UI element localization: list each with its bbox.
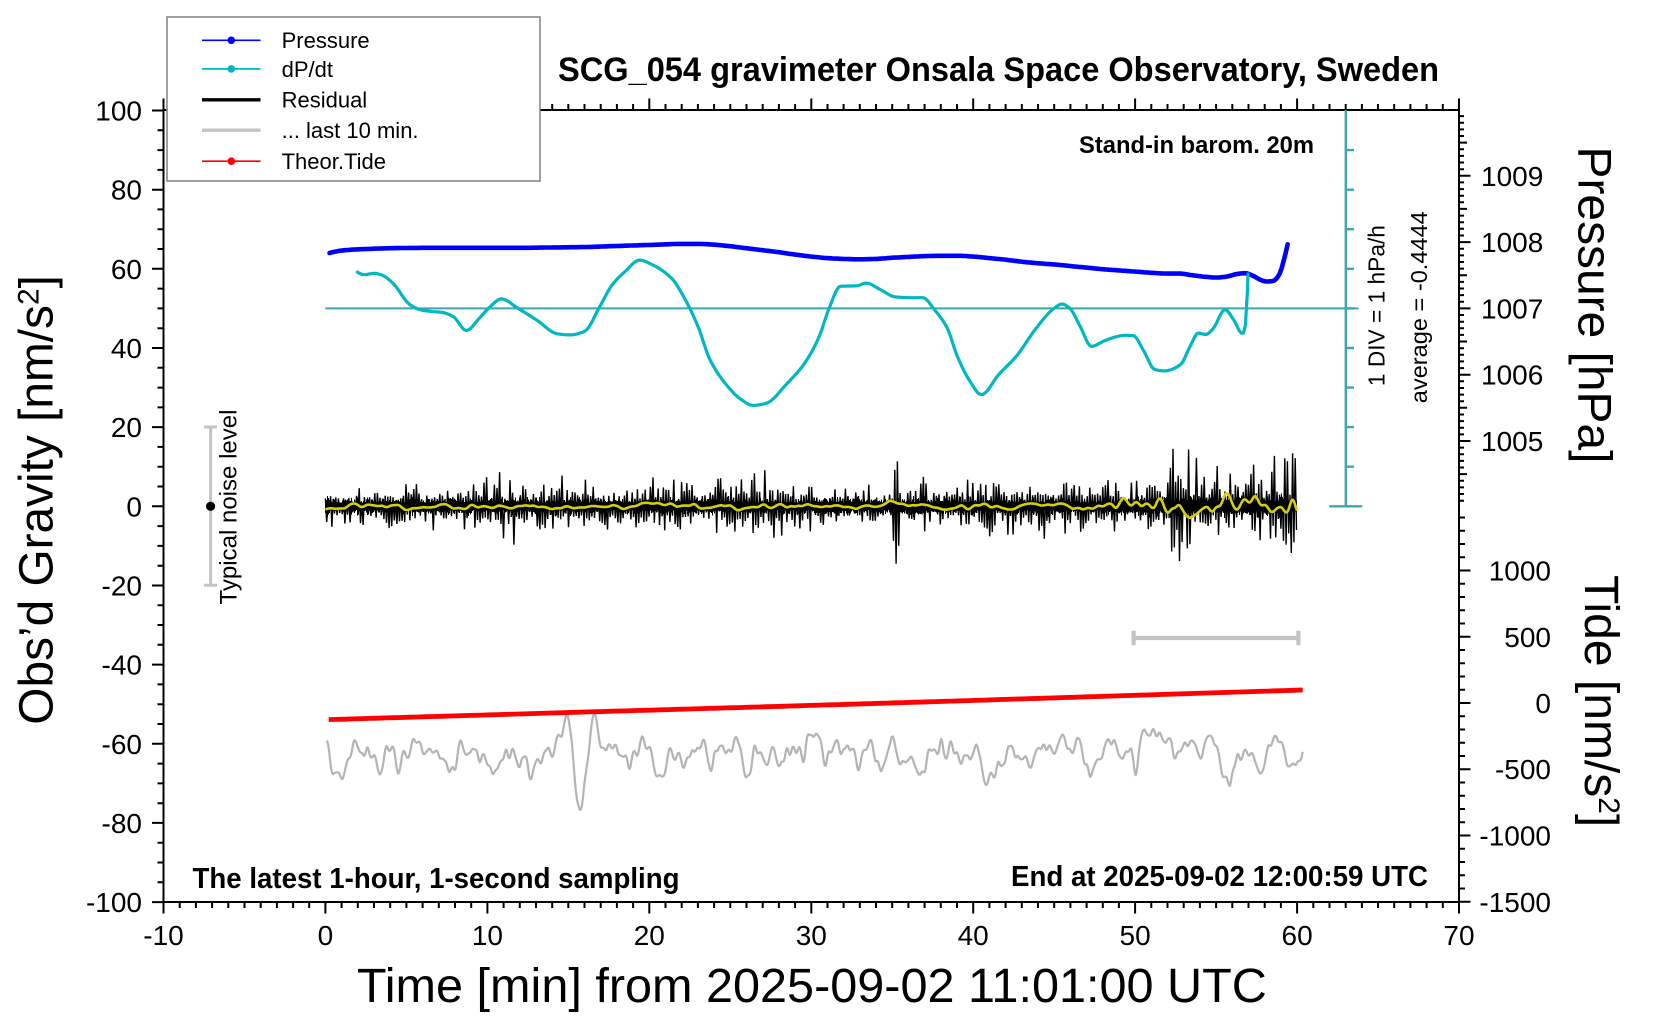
svg-text:-80: -80 (102, 808, 142, 839)
svg-text:SCG_054 gravimeter Onsala Spac: SCG_054 gravimeter Onsala Space Observat… (558, 51, 1439, 89)
svg-text:Theor.Tide: Theor.Tide (282, 149, 386, 174)
svg-text:Time [min] from 2025-09-02 11:: Time [min] from 2025-09-02 11:01:00 UTC (357, 960, 1267, 1013)
svg-text:0: 0 (318, 920, 334, 951)
svg-text:30: 30 (796, 920, 827, 951)
svg-text:-60: -60 (102, 729, 142, 760)
svg-text:0: 0 (1535, 688, 1551, 719)
svg-text:80: 80 (111, 175, 142, 206)
svg-text:The latest 1-hour, 1-second sa: The latest 1-hour, 1-second sampling (193, 863, 680, 895)
svg-text:Tide [nm/s2]: Tide [nm/s2] (1574, 575, 1628, 827)
svg-text:1000: 1000 (1489, 556, 1551, 587)
svg-text:-1500: -1500 (1479, 887, 1551, 918)
svg-text:1006: 1006 (1481, 360, 1543, 391)
svg-text:-1000: -1000 (1479, 821, 1551, 852)
svg-text:1005: 1005 (1481, 426, 1543, 457)
svg-text:Pressure [hPa]: Pressure [hPa] (1568, 147, 1621, 464)
svg-text:Stand-in barom. 20m: Stand-in barom. 20m (1079, 132, 1314, 159)
svg-text:-10: -10 (143, 920, 183, 951)
svg-text:40: 40 (111, 333, 142, 364)
svg-text:500: 500 (1504, 622, 1551, 653)
svg-text:1008: 1008 (1481, 227, 1543, 258)
svg-text:70: 70 (1443, 920, 1474, 951)
svg-text:20: 20 (111, 412, 142, 443)
svg-text:1009: 1009 (1481, 161, 1543, 192)
svg-text:Pressure: Pressure (282, 28, 370, 53)
svg-text:-500: -500 (1495, 754, 1551, 785)
svg-text:1007: 1007 (1481, 293, 1543, 324)
svg-text:Residual: Residual (282, 88, 368, 113)
svg-text:-40: -40 (102, 650, 142, 681)
svg-text:60: 60 (111, 254, 142, 285)
svg-text:60: 60 (1282, 920, 1313, 951)
svg-text:50: 50 (1120, 920, 1151, 951)
svg-text:20: 20 (634, 920, 665, 951)
svg-text:... last 10 min.: ... last 10 min. (282, 118, 419, 143)
svg-text:1 DIV = 1 hPa/h: 1 DIV = 1 hPa/h (1364, 225, 1390, 386)
svg-text:-100: -100 (86, 887, 142, 918)
svg-text:100: 100 (95, 96, 142, 127)
svg-text:10: 10 (472, 920, 503, 951)
svg-text:40: 40 (958, 920, 989, 951)
svg-text:average = -0.4444: average = -0.4444 (1406, 211, 1432, 403)
svg-text:dP/dt: dP/dt (282, 57, 333, 82)
svg-text:End at 2025-09-02 12:00:59 UTC: End at 2025-09-02 12:00:59 UTC (1011, 861, 1428, 893)
svg-text:-20: -20 (102, 571, 142, 602)
svg-text:0: 0 (126, 491, 142, 522)
svg-text:Typical noise level: Typical noise level (216, 410, 243, 605)
svg-text:Obs’d Gravity [nm/s2]: Obs’d Gravity [nm/s2] (10, 275, 64, 724)
